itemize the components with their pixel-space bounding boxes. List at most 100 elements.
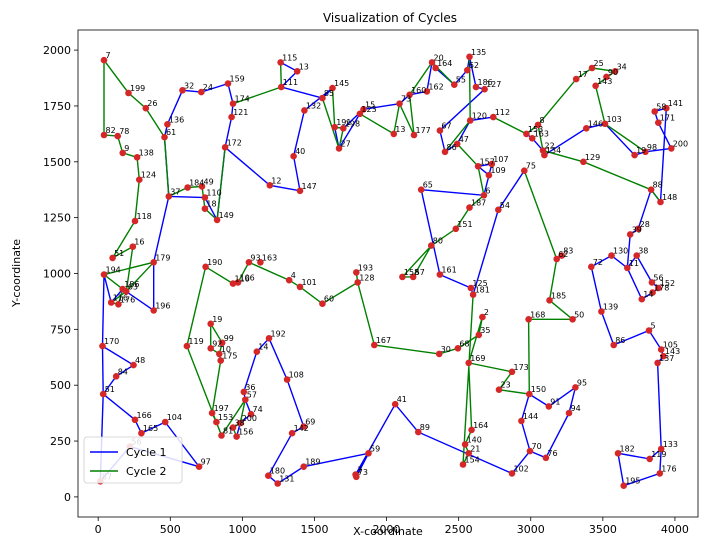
city-point bbox=[265, 335, 273, 342]
city-point bbox=[656, 470, 664, 477]
city-label: 97 bbox=[201, 458, 211, 467]
city-point bbox=[518, 417, 525, 425]
city-point bbox=[428, 59, 436, 66]
city-label: 110 bbox=[206, 189, 221, 198]
city-point bbox=[565, 409, 573, 417]
y-tick-label: 1000 bbox=[43, 268, 71, 281]
city-point bbox=[481, 85, 488, 93]
cycle-path-5 bbox=[420, 163, 525, 298]
city-label: 189 bbox=[305, 458, 320, 467]
city-label: 37 bbox=[170, 187, 180, 196]
city-point bbox=[207, 320, 214, 328]
city-label: 180 bbox=[270, 467, 285, 476]
city-label: 198 bbox=[345, 119, 360, 128]
city-point bbox=[213, 216, 221, 224]
city-point bbox=[546, 297, 553, 304]
city-label: 159 bbox=[230, 75, 245, 84]
city-label: 25 bbox=[594, 59, 604, 68]
city-point bbox=[119, 149, 126, 157]
city-point bbox=[202, 263, 209, 271]
city-point bbox=[601, 120, 609, 128]
city-label: 57 bbox=[415, 268, 425, 277]
city-point bbox=[569, 316, 576, 323]
city-label: 172 bbox=[227, 138, 242, 147]
city-point bbox=[207, 345, 214, 352]
city-label: 120 bbox=[472, 112, 487, 121]
city-label: 38 bbox=[638, 247, 648, 256]
city-label: 6 bbox=[485, 186, 490, 195]
city-point bbox=[129, 243, 137, 250]
city-point bbox=[150, 307, 157, 314]
city-point bbox=[461, 441, 469, 448]
city-label: 152 bbox=[660, 279, 675, 288]
city-label: 153 bbox=[528, 125, 543, 134]
city-point bbox=[335, 145, 343, 152]
city-point bbox=[638, 295, 646, 303]
city-label: 30 bbox=[441, 345, 451, 354]
city-label: 115 bbox=[282, 53, 297, 62]
city-label: 190 bbox=[207, 258, 222, 267]
city-label: 143 bbox=[597, 77, 612, 86]
city-point bbox=[195, 463, 203, 471]
city-label: 55 bbox=[456, 76, 466, 85]
legend-label: Cycle 2 bbox=[126, 465, 167, 478]
city-point bbox=[657, 346, 665, 353]
city-point bbox=[592, 82, 599, 90]
city-label: 98 bbox=[647, 143, 657, 152]
city-label: 15 bbox=[365, 100, 375, 109]
city-point bbox=[218, 432, 225, 439]
city-point bbox=[107, 299, 115, 306]
city-point bbox=[133, 154, 141, 161]
city-label: 161 bbox=[441, 266, 456, 275]
city-point bbox=[620, 482, 627, 490]
plot-area bbox=[78, 30, 698, 517]
city-label: 129 bbox=[585, 153, 600, 162]
city-label: 165 bbox=[143, 424, 158, 433]
x-tick-label: 500 bbox=[160, 523, 181, 536]
city-label: 166 bbox=[137, 411, 152, 420]
city-point bbox=[228, 113, 235, 121]
city-point bbox=[464, 66, 471, 74]
x-tick-label: 2000 bbox=[373, 523, 401, 536]
city-label: 39 bbox=[632, 225, 642, 234]
city-point bbox=[526, 390, 533, 398]
city-label: 134 bbox=[546, 146, 561, 155]
city-point bbox=[423, 88, 431, 95]
city-point bbox=[588, 64, 596, 72]
city-label: 82 bbox=[106, 126, 116, 135]
city-points bbox=[97, 53, 675, 490]
city-label: 88 bbox=[653, 181, 663, 190]
city-point bbox=[150, 259, 157, 266]
city-label: 184 bbox=[189, 179, 204, 188]
city-point bbox=[354, 279, 362, 286]
city-label: 112 bbox=[495, 108, 510, 117]
city-point bbox=[654, 359, 661, 367]
cycle-path-18 bbox=[355, 170, 575, 395]
city-point bbox=[371, 341, 378, 349]
city-label: 177 bbox=[416, 126, 431, 135]
city-label: 175 bbox=[222, 352, 237, 361]
city-label: 109 bbox=[490, 166, 505, 175]
city-point bbox=[624, 264, 631, 272]
city-label: 68 bbox=[459, 339, 469, 348]
city-point bbox=[278, 83, 285, 91]
city-label: 200 bbox=[242, 414, 257, 423]
city-label: 108 bbox=[289, 371, 304, 380]
city-point bbox=[598, 308, 605, 315]
city-point bbox=[472, 83, 480, 91]
city-label: 14 bbox=[258, 343, 268, 352]
city-label: 54 bbox=[500, 201, 510, 210]
city-point bbox=[229, 100, 237, 107]
city-point bbox=[657, 198, 664, 206]
city-label: 186 bbox=[124, 280, 139, 289]
city-point bbox=[436, 271, 444, 278]
city-label: 197 bbox=[214, 404, 229, 413]
city-point bbox=[465, 359, 473, 367]
city-label: 28 bbox=[640, 220, 650, 229]
city-label: 156 bbox=[238, 428, 253, 437]
city-label: 163 bbox=[262, 253, 277, 262]
city-label: 191 bbox=[336, 118, 351, 127]
y-tick-label: 2000 bbox=[43, 44, 71, 57]
